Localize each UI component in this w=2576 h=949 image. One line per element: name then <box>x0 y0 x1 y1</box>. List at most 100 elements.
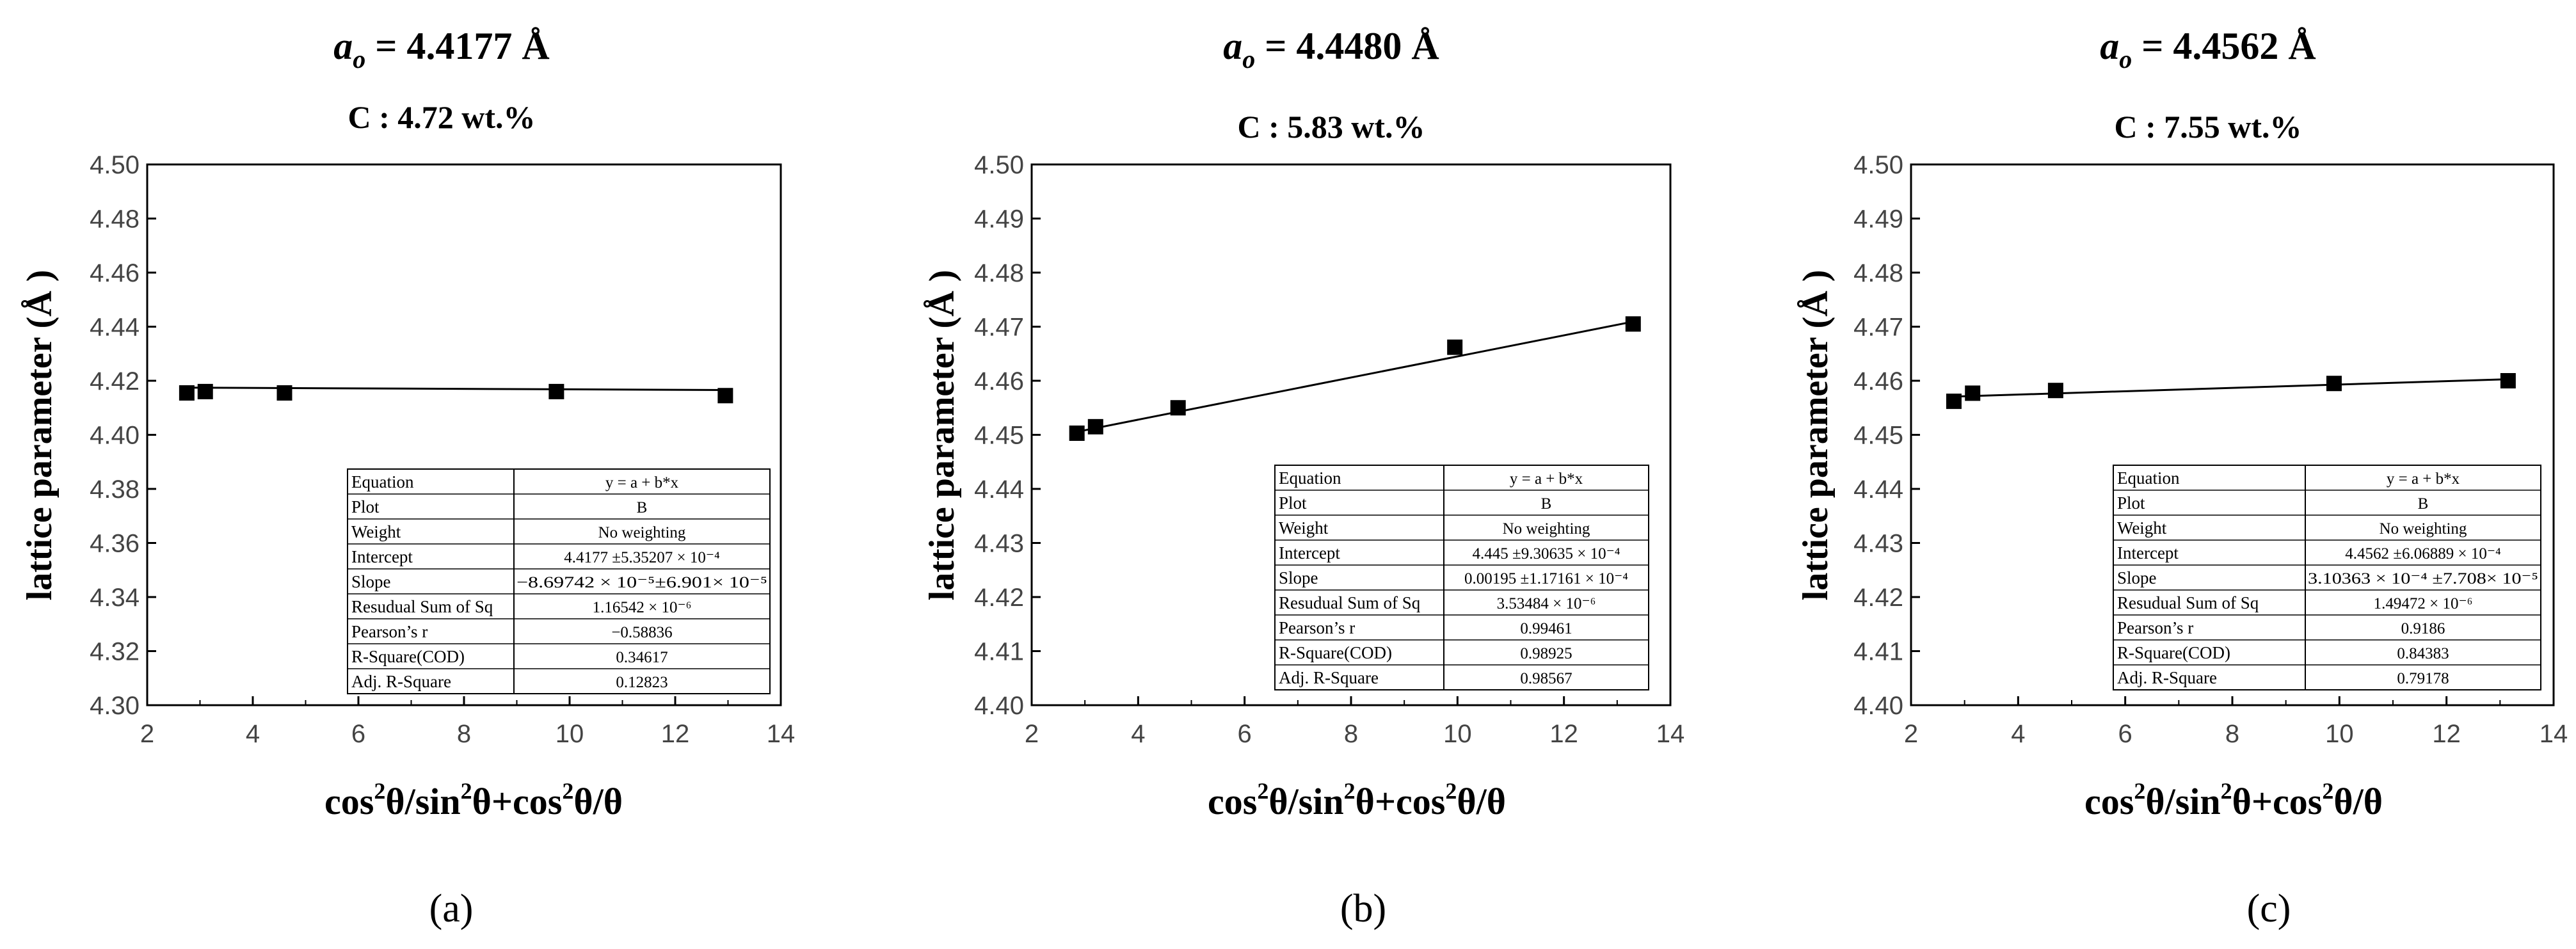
panel-c-fit-table: Equation y = a + b*x Plot B Weight No weighti… <box>2113 465 2541 690</box>
panel-c-table-key: R-Square(COD) <box>2117 643 2230 662</box>
panel-c-table-value: 0.9186 <box>2401 620 2445 637</box>
panel-c-y-tick-label: 4.42 <box>1853 584 1903 612</box>
panel-a-y-tick-label: 4.44 <box>90 314 140 342</box>
panel-b-y-tick-label: 4.50 <box>974 151 1024 179</box>
panel-a-table-key: Adj. R-Square <box>351 672 451 691</box>
panel-c-x-tick-label: 8 <box>2225 720 2239 748</box>
panel-c-table-value: 4.4562 ±6.06889 × 10⁻⁴ <box>2345 545 2501 562</box>
panel-a-data-point <box>197 383 213 399</box>
panel-c-data-point <box>2500 373 2516 388</box>
panel-b-data-point <box>1447 339 1463 355</box>
panel-c-y-tick-label: 4.45 <box>1853 422 1903 450</box>
panel-a-table-key: Intercept <box>351 547 413 566</box>
panel-b-y-tick-label: 4.48 <box>974 259 1024 287</box>
panel-b-y-tick-label: 4.44 <box>974 475 1024 504</box>
panel-a-y-tick-label: 4.36 <box>90 530 140 558</box>
panel-b-table-value: 0.00195 ±1.17161 × 10⁻⁴ <box>1464 570 1628 587</box>
panel-c-y-tick-label: 4.46 <box>1853 367 1903 395</box>
panel-c-table-value: 0.79178 <box>2397 670 2449 687</box>
panel-a-x-tick-label: 12 <box>661 720 690 748</box>
panel-a-table-key: Pearson’s r <box>351 622 428 641</box>
panel-a-table-value: −0.58836 <box>611 624 672 641</box>
panel-b-table-value: 0.98925 <box>1520 645 1572 662</box>
panel-b-x-tick-label: 14 <box>1656 720 1685 748</box>
panel-a-table-key: Resudual Sum of Sq <box>351 597 493 616</box>
panel-c-subtitle: C : 7.55 wt.% <box>2114 109 2301 145</box>
panel-b-x-tick-label: 4 <box>1131 720 1145 748</box>
panel-b-table-key: Plot <box>1279 493 1307 513</box>
panel-c-x-tick-label: 14 <box>2540 720 2568 748</box>
panel-c-label: (c) <box>2247 887 2291 930</box>
panel-a-title-value: = 4.4177 Å <box>365 25 550 67</box>
panel-b-table-key: Pearson’s r <box>1279 618 1355 637</box>
panel-b-x-tick-label: 8 <box>1344 720 1358 748</box>
panel-a-fit-line <box>186 387 726 391</box>
panel-c-table-key: Equation <box>2117 468 2180 488</box>
panel-a-x-tick-label: 10 <box>556 720 584 748</box>
panel-c-table-key: Slope <box>2117 568 2157 587</box>
panel-c-table-key: Resudual Sum of Sq <box>2117 593 2259 612</box>
panel-c-y-tick-label: 4.49 <box>1853 205 1903 234</box>
panel-c-table-key: Pearson’s r <box>2117 618 2193 637</box>
panel-b-table-value: 4.445 ±9.30635 × 10⁻⁴ <box>1473 545 1620 562</box>
panel-b-table-border <box>1274 465 1649 690</box>
panel-a-table-key: Plot <box>351 497 380 516</box>
panel-b-table-key: Resudual Sum of Sq <box>1279 593 1421 612</box>
panel-a-y-axis-label: lattice parameter (Å ) <box>20 270 60 601</box>
panel-c-y-tick-label: 4.40 <box>1853 692 1903 720</box>
panel-c-y-tick-label: 4.44 <box>1853 475 1903 504</box>
panel-a-table-key: R-Square(COD) <box>351 647 465 666</box>
panel-a-data-point <box>717 388 733 404</box>
panel-c-table-value: 0.84383 <box>2397 645 2449 662</box>
panel-a-y-tick-label: 4.42 <box>90 367 140 395</box>
panel-b-title-value: = 4.4480 Å <box>1255 25 1439 67</box>
panel-c-table-value: 3.10363 × 10⁻⁴ ±7.708× 10⁻⁵ <box>2308 570 2538 587</box>
panel-c-y-tick-label: 4.50 <box>1853 151 1903 179</box>
panel-b-fit-table: Equation y = a + b*x Plot B Weight No weighti… <box>1274 465 1649 690</box>
panel-b-y-axis-label: lattice parameter (Å ) <box>922 270 962 601</box>
panel-c-table-value: 1.49472 × 10⁻⁶ <box>2374 595 2473 612</box>
panel-b-x-tick-label: 2 <box>1025 720 1039 748</box>
panel-b-table-value: No weighting <box>1503 520 1590 538</box>
panel-b-y-tick-label: 4.40 <box>974 692 1024 720</box>
panel-c-x-tick-label: 6 <box>2118 720 2132 748</box>
panel-a-table-value: B <box>637 499 648 516</box>
panel-b-fit-line <box>1076 321 1634 433</box>
panel-a-data-point <box>179 385 195 401</box>
panel-c-y-tick-label: 4.43 <box>1853 530 1903 558</box>
panel-c-y-tick-label: 4.41 <box>1853 638 1903 666</box>
panel-a-y-tick-label: 4.38 <box>90 475 140 504</box>
panel-b-table-value: 0.98567 <box>1520 670 1572 687</box>
panel-c-table-border <box>2113 465 2541 690</box>
panel-c-title-subscript: o <box>2119 45 2132 74</box>
panel-a-table-key: Slope <box>351 572 391 591</box>
panel-b-y-tick-label: 4.46 <box>974 367 1024 395</box>
panel-b-table-key: R-Square(COD) <box>1279 643 1392 662</box>
panel-a-x-tick-label: 8 <box>457 720 471 748</box>
panel-a-table-value: y = a + b*x <box>605 474 679 491</box>
panel-a-title: ao = 4.4177 Å <box>333 25 550 74</box>
panel-a-x-tick-label: 14 <box>767 720 796 748</box>
panel-a-y-tick-label: 4.40 <box>90 422 140 450</box>
panel-c-table-key: Adj. R-Square <box>2117 668 2217 687</box>
panel-c-x-tick-label: 2 <box>1904 720 1918 748</box>
panel-c-y-tick-label: 4.48 <box>1853 259 1903 287</box>
panel-a-y-tick-label: 4.32 <box>90 638 140 666</box>
panel-a-y-tick-label: 4.30 <box>90 692 140 720</box>
panel-b-title-subscript: o <box>1242 45 1255 74</box>
panel-c-x-tick-label: 4 <box>2011 720 2025 748</box>
panel-a-subtitle: C : 4.72 wt.% <box>348 99 535 135</box>
panel-a-table-value: −8.69742 × 10⁻⁵±6.901× 10⁻⁵ <box>516 574 767 591</box>
panel-c-y-tick-label: 4.47 <box>1853 314 1903 342</box>
panel-c-data-point <box>2047 383 2063 399</box>
panel-a-table-key: Equation <box>351 472 414 491</box>
panel-b-table-key: Slope <box>1279 568 1318 587</box>
panel-b-title-symbol: a <box>1223 25 1242 67</box>
panel-c-x-tick-label: 12 <box>2432 720 2461 748</box>
panel-c-x-tick-label: 10 <box>2325 720 2354 748</box>
panel-c-table-value: No weighting <box>2380 520 2467 538</box>
panel-c-title-symbol: a <box>2100 25 2119 67</box>
panel-c-axes: 2 4 6 8 10 12 14 4.40 4.41 4.42 4.43 4.44 4.45 4.46 4.… <box>1853 151 2568 748</box>
panel-b-data-point <box>1625 316 1641 332</box>
